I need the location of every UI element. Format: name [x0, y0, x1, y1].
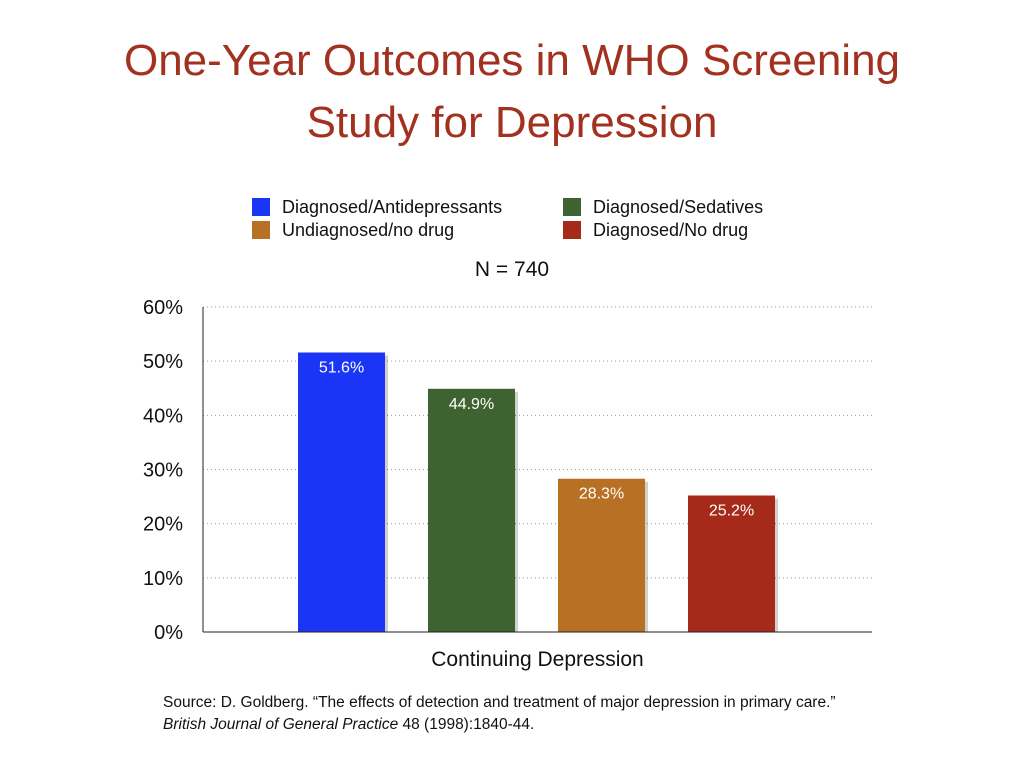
slide-title: One-Year Outcomes in WHO Screening Study…: [0, 30, 1024, 154]
legend-swatch-undiagnosed: [252, 221, 270, 239]
bar-value-label: 28.3%: [579, 486, 624, 503]
bar: [428, 388, 515, 632]
bar-value-label: 51.6%: [319, 360, 364, 377]
legend-item-diagnosed-antidepressants: Diagnosed/Antidepressants: [252, 196, 502, 218]
bar-value-label: 25.2%: [709, 503, 754, 520]
legend-label: Diagnosed/No drug: [593, 220, 749, 240]
legend-swatch-sedatives: [563, 198, 581, 216]
y-tick-label: 0%: [154, 622, 183, 644]
legend-swatch-antidepressants: [252, 198, 270, 216]
bar: [688, 495, 775, 632]
y-tick-label: 50%: [143, 351, 183, 373]
bar: [298, 352, 385, 632]
source-line-2: British Journal of General Practice 48 (…: [163, 714, 923, 736]
sample-size-label: N = 740: [474, 258, 550, 281]
chart-legend: Diagnosed/Antidepressants Diagnosed/Seda…: [252, 196, 812, 244]
source-citation: Source: D. Goldberg. “The effects of det…: [163, 692, 923, 736]
legend-swatch-no-drug: [563, 221, 581, 239]
y-tick-label: 20%: [143, 514, 183, 536]
journal-name: British Journal of General Practice: [163, 716, 399, 733]
x-axis-label: Continuing Depression: [431, 648, 643, 671]
journal-details: 48 (1998):1840-44.: [398, 716, 535, 733]
y-tick-label: 30%: [143, 460, 183, 482]
legend-item-diagnosed-no-drug: Diagnosed/No drug: [563, 219, 748, 241]
source-line-1: Source: D. Goldberg. “The effects of det…: [163, 694, 836, 711]
y-tick-label: 60%: [143, 297, 183, 319]
bar: [558, 478, 645, 632]
y-tick-label: 40%: [143, 405, 183, 427]
title-line-1: One-Year Outcomes in WHO Screening: [123, 36, 901, 85]
legend-label: Undiagnosed/no drug: [282, 220, 455, 240]
legend-item-diagnosed-sedatives: Diagnosed/Sedatives: [563, 196, 763, 218]
title-line-2: Study for Depression: [306, 98, 718, 147]
legend-label: Diagnosed/Sedatives: [593, 197, 764, 217]
legend-label: Diagnosed/Antidepressants: [282, 197, 503, 217]
y-tick-label: 10%: [143, 568, 183, 590]
legend-item-undiagnosed-no-drug: Undiagnosed/no drug: [252, 219, 454, 241]
bar-value-label: 44.9%: [449, 396, 494, 413]
